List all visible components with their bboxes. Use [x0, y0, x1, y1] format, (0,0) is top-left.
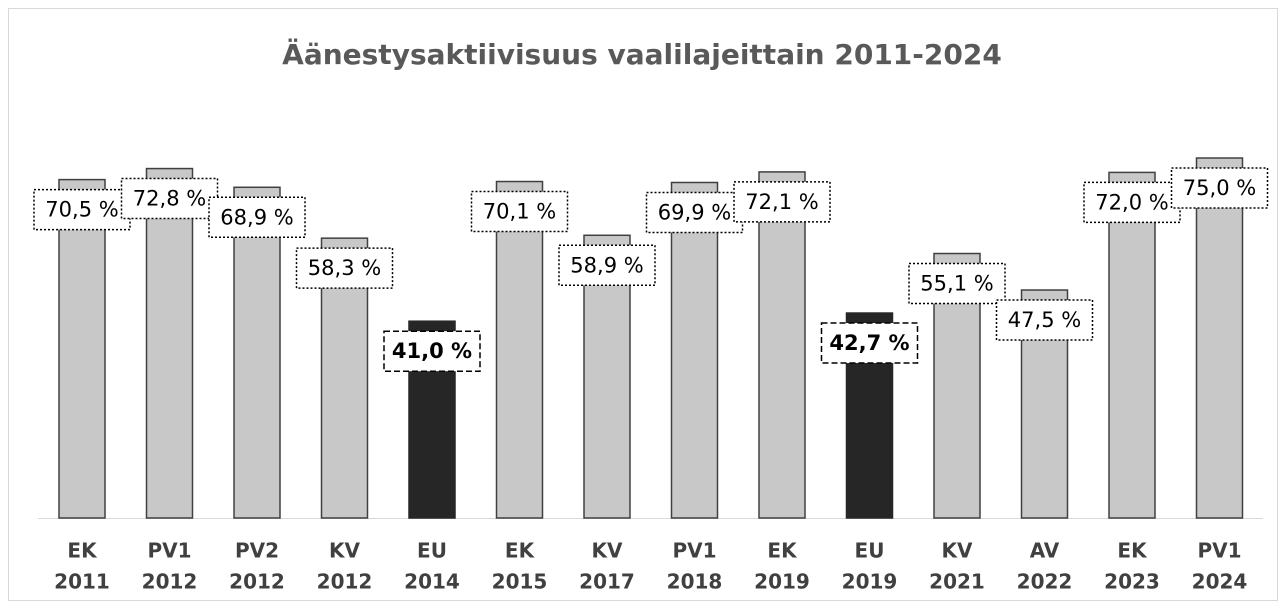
x-tick-label: PV1: [147, 539, 191, 563]
value-label: 75,0 %: [1183, 176, 1256, 200]
value-label-box: [995, 299, 1094, 341]
x-tick-label: EU: [855, 539, 885, 563]
value-label: 70,1 %: [483, 200, 556, 224]
value-label: 72,8 %: [133, 187, 206, 211]
x-tick-label: 2012: [229, 570, 285, 594]
x-tick-label: EK: [67, 539, 98, 563]
value-label-box: [208, 196, 306, 239]
bar: [758, 171, 806, 519]
bar: [145, 167, 194, 519]
x-tick-label: PV1: [672, 539, 716, 563]
value-label: 58,9 %: [570, 253, 643, 277]
value-label-box: [470, 190, 569, 233]
x-tick-label: 2011: [54, 570, 110, 594]
value-label: 55,1 %: [920, 272, 993, 296]
x-tick-label: 2023: [1104, 570, 1160, 594]
bar: [495, 180, 544, 519]
value-label: 42,7 %: [829, 331, 909, 355]
value-label: 47,5 %: [1008, 308, 1081, 332]
x-tick-label: EK: [505, 539, 536, 563]
value-label-box: [558, 244, 656, 287]
x-tick-label: PV1: [1197, 539, 1241, 563]
x-tick-label: KV: [942, 539, 973, 563]
value-label-box: [733, 181, 831, 223]
x-tick-label: 2019: [754, 570, 810, 594]
x-tick-label: KV: [329, 539, 360, 563]
x-tick-label: 2024: [1192, 570, 1248, 594]
bar: [1108, 171, 1156, 519]
value-label: 41,0 %: [392, 339, 472, 363]
value-label: 70,5 %: [45, 198, 118, 222]
x-tick-label: 2015: [492, 570, 548, 594]
x-tick-label: 2019: [842, 570, 898, 594]
value-label: 58,3 %: [308, 256, 381, 280]
x-tick-label: 2012: [142, 570, 198, 594]
bar: [233, 186, 281, 519]
value-label-box: [33, 188, 131, 231]
chart-title: Äänestysaktiivisuus vaalilajeittain 2011…: [282, 37, 1002, 71]
value-label: 69,9 %: [658, 200, 731, 224]
value-label: 68,9 %: [220, 205, 293, 229]
x-tick-label: AV: [1030, 539, 1060, 563]
x-tick-label: 2018: [667, 570, 723, 594]
value-label-box: [908, 262, 1006, 305]
value-label-box: [120, 177, 219, 220]
bar: [1195, 157, 1244, 519]
x-tick-label: 2012: [317, 570, 373, 594]
x-tick-label: 2021: [929, 570, 985, 594]
x-tick-label: EU: [417, 539, 447, 563]
x-tick-label: 2014: [404, 570, 460, 594]
bar: [58, 178, 106, 519]
value-label-box: [820, 322, 919, 364]
value-label: 72,0 %: [1095, 190, 1168, 214]
x-tick-label: KV: [592, 539, 623, 563]
value-label-box: [295, 247, 394, 289]
value-label-box: [383, 330, 481, 372]
value-label-box: [1083, 181, 1181, 224]
x-tick-label: EK: [767, 539, 798, 563]
value-label: 72,1 %: [745, 190, 818, 214]
x-tick-label: EK: [1117, 539, 1148, 563]
x-tick-label: PV2: [235, 539, 279, 563]
value-label-box: [1170, 167, 1269, 209]
bar: [670, 181, 719, 519]
x-tick-label: 2022: [1017, 570, 1073, 594]
x-tick-label: 2017: [579, 570, 635, 594]
